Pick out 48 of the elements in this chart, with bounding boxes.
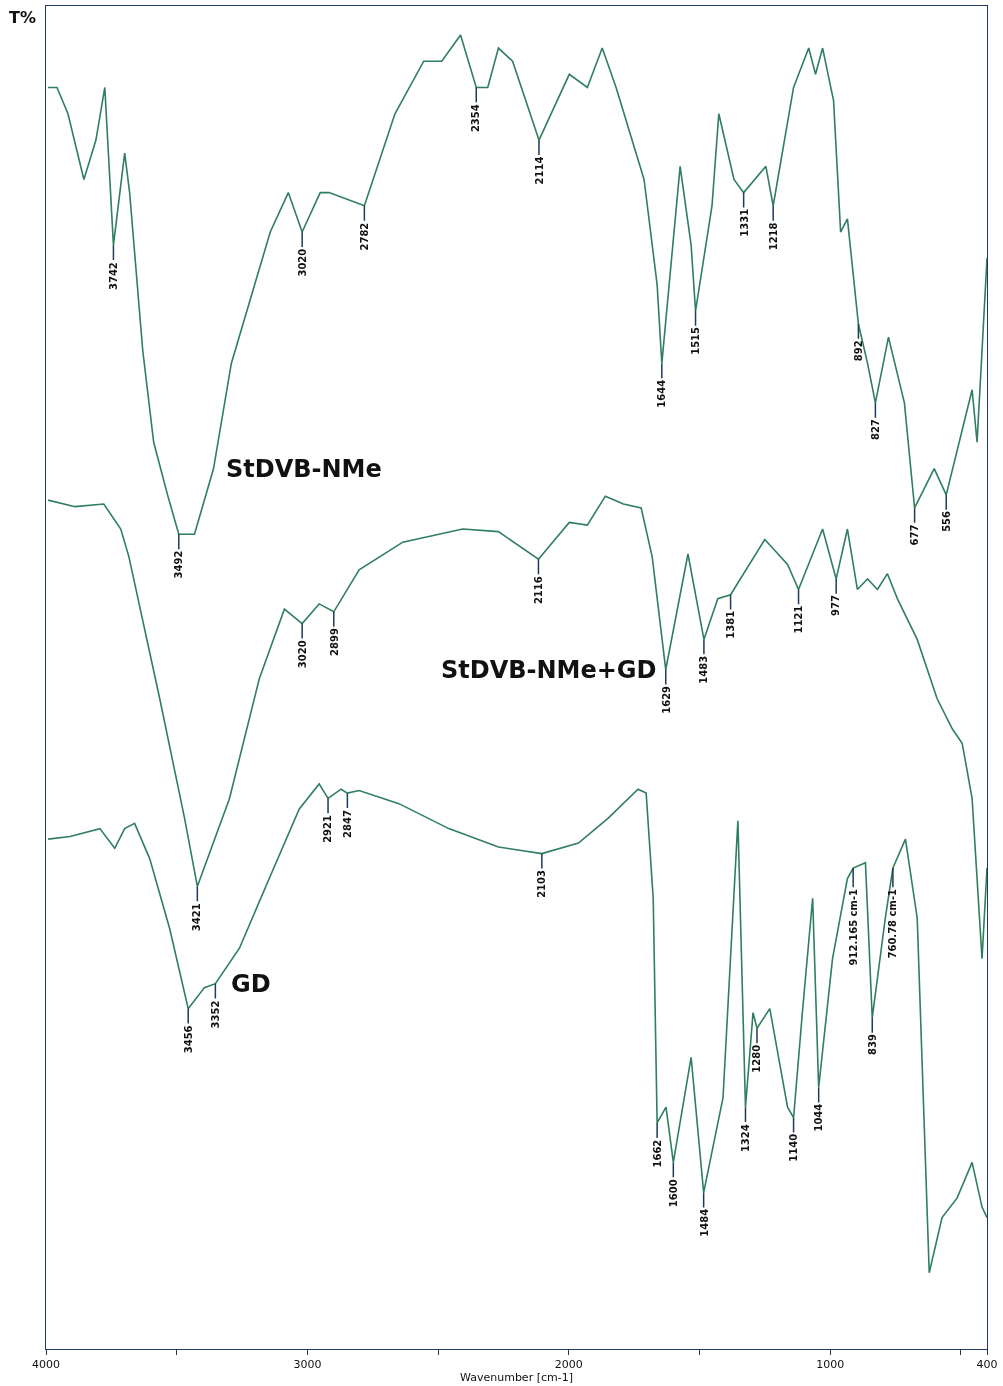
annotation: 1483 (698, 655, 710, 684)
annotation: 3352 (210, 1000, 222, 1029)
series-label: StDVB-NMe (226, 455, 382, 483)
annotation: 2921 (322, 814, 334, 843)
annotation: 1381 (725, 610, 737, 639)
annotation: 556 (940, 510, 952, 532)
x-axis-title: Wavenumber [cm-1] (460, 1371, 573, 1385)
annotation: 3492 (173, 550, 185, 579)
x-tick-label: 400 (976, 1358, 998, 1372)
annotation: 1515 (690, 326, 702, 355)
annotation: 977 (830, 595, 842, 616)
annotation: 2116 (532, 576, 544, 605)
annotation: 827 (869, 419, 881, 441)
annotation: 3020 (297, 640, 309, 669)
annotation: 1218 (768, 222, 780, 251)
annotation: 1600 (667, 1179, 679, 1208)
annotation: 1331 (738, 208, 750, 237)
annotation: 760.78 cm-1 (887, 888, 899, 959)
annotation: 1044 (812, 1103, 824, 1132)
annotation: 1662 (651, 1139, 663, 1168)
annotation: 1644 (656, 379, 667, 408)
x-tick-label: 1000 (816, 1358, 845, 1372)
annotation: 677 (908, 524, 920, 546)
annotation: 2354 (470, 104, 482, 133)
annotation: 2103 (535, 869, 547, 898)
annotation: 3456 (183, 1025, 195, 1054)
annotation: 1140 (788, 1133, 800, 1162)
annotation: 1121 (792, 605, 804, 634)
annotation: 1629 (660, 685, 672, 714)
annotation: 1484 (698, 1208, 710, 1237)
y-axis-title: T% (9, 8, 36, 27)
annotation: 1324 (739, 1124, 751, 1153)
annotation: 2782 (359, 222, 371, 251)
x-tick-label: 4000 (32, 1358, 60, 1372)
annotation: 3421 (191, 903, 203, 932)
series-label: StDVB-NMe+GD (441, 656, 657, 684)
annotation: 912.165 cm-1 (847, 888, 859, 966)
annotation: 892 (852, 340, 864, 362)
series-label: GD (231, 970, 271, 998)
x-tick-label: 3000 (293, 1358, 322, 1372)
annotation: 2847 (341, 810, 353, 838)
x-tick-label: 2000 (554, 1358, 583, 1372)
annotation: 3742 (107, 262, 119, 290)
annotation: 839 (866, 1033, 878, 1055)
annotation: 2114 (533, 156, 545, 185)
annotation: 3020 (296, 248, 308, 277)
annotation: 1280 (751, 1044, 763, 1073)
annotation: 2899 (328, 628, 340, 656)
